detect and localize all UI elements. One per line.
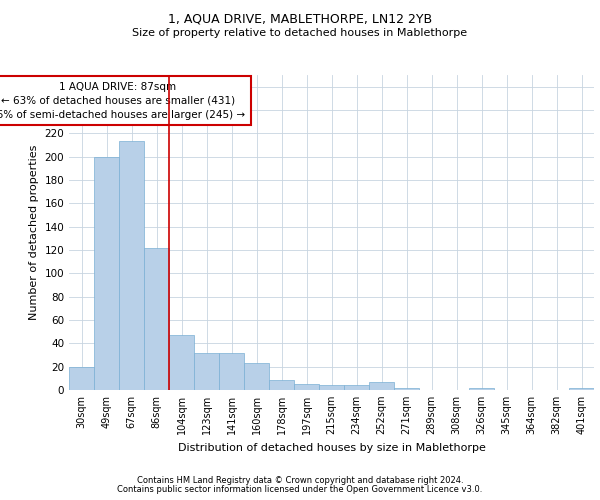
X-axis label: Distribution of detached houses by size in Mablethorpe: Distribution of detached houses by size … [178, 442, 485, 452]
Bar [469, 388, 494, 390]
Bar [94, 156, 119, 390]
Bar [244, 363, 269, 390]
Text: 1, AQUA DRIVE, MABLETHORPE, LN12 2YB: 1, AQUA DRIVE, MABLETHORPE, LN12 2YB [168, 12, 432, 26]
Text: Contains public sector information licensed under the Open Government Licence v3: Contains public sector information licen… [118, 484, 482, 494]
Bar [194, 352, 219, 390]
Bar [119, 142, 144, 390]
Bar [294, 384, 319, 390]
Bar [69, 366, 94, 390]
Bar [269, 380, 294, 390]
Text: Contains HM Land Registry data © Crown copyright and database right 2024.: Contains HM Land Registry data © Crown c… [137, 476, 463, 485]
Text: 1 AQUA DRIVE: 87sqm
← 63% of detached houses are smaller (431)
36% of semi-detac: 1 AQUA DRIVE: 87sqm ← 63% of detached ho… [0, 82, 245, 120]
Bar [394, 388, 419, 390]
Bar [169, 335, 194, 390]
Bar [219, 352, 244, 390]
Bar [369, 382, 394, 390]
Bar [319, 386, 344, 390]
Bar [569, 388, 594, 390]
Bar [344, 386, 369, 390]
Text: Size of property relative to detached houses in Mablethorpe: Size of property relative to detached ho… [133, 28, 467, 38]
Y-axis label: Number of detached properties: Number of detached properties [29, 145, 39, 320]
Bar [144, 248, 169, 390]
